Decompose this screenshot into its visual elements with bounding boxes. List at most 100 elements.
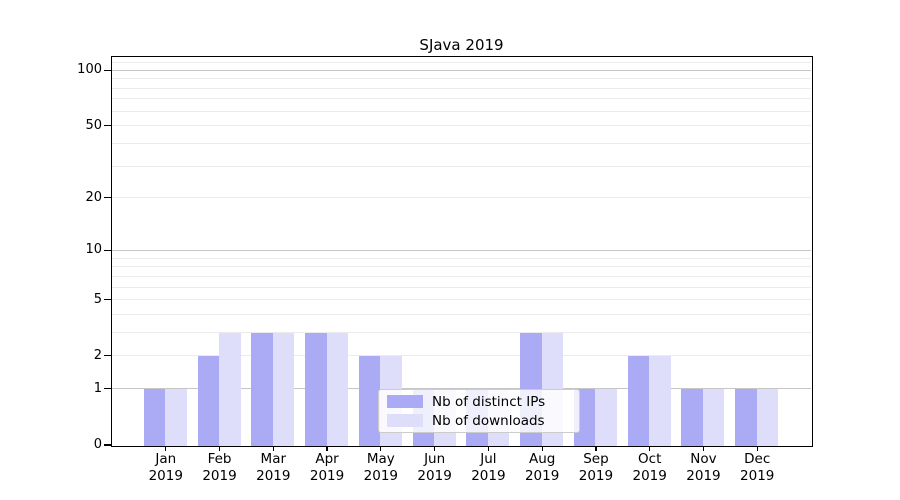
x-tick-mark-10 [649,445,651,451]
bar-downloads-nov [702,389,725,446]
y-tick-label-50: 50 [85,117,102,133]
x-tick-month: Mar [260,451,287,467]
minor-gridline-110 [111,62,811,64]
x-tick-label-1: Jan 2019 [134,451,198,484]
y-tick-label-100: 100 [77,62,102,78]
legend-label-2: Nb of downloads [432,412,545,429]
x-tick-label-9: Sep 2019 [564,451,628,484]
chart-title: SJava 2019 [419,36,504,54]
bar-downloads-mar [272,332,295,446]
x-tick-label-3: Mar 2019 [241,451,305,484]
legend-swatch-1 [387,395,423,408]
y-tick-mark-1 [104,388,111,390]
major-gridline-10 [111,249,811,251]
legend-swatch-2 [387,414,423,427]
x-tick-month: May [366,451,395,467]
minor-gridline-6 [111,286,811,288]
minor-gridline-5 [111,299,811,301]
x-tick-mark-8 [541,445,543,451]
minor-gridline-3 [111,331,811,333]
y-tick-mark-10 [104,249,111,251]
x-tick-month: Oct [638,451,662,467]
x-tick-mark-7 [487,445,490,451]
x-tick-year: 2019 [686,467,721,484]
x-tick-label-4: Apr 2019 [295,451,359,484]
bar-distinct-ips-may [358,356,381,446]
x-tick-year: 2019 [632,467,667,484]
minor-gridline-2 [111,355,811,357]
bar-distinct-ips-nov [681,389,703,446]
y-tick-mark-5 [104,298,111,301]
x-tick-year: 2019 [363,467,399,484]
bar-downloads-sep [595,389,617,446]
bar-downloads-feb [219,332,241,446]
x-tick-label-6: Jun 2019 [403,451,467,484]
major-gridline-1 [111,388,811,390]
x-tick-label-12: Dec 2019 [725,451,789,484]
y-tick-label-2: 2 [93,347,102,363]
bar-distinct-ips-feb [197,356,220,446]
x-tick-mark-11 [702,445,705,451]
y-tick-mark-100 [104,69,111,71]
x-tick-year: 2019 [471,467,506,484]
minor-gridline-70 [111,98,811,100]
x-tick-mark-6 [433,445,436,451]
y-tick-label-1: 1 [93,380,102,396]
bar-distinct-ips-oct [627,356,650,446]
x-tick-month: Nov [690,451,717,467]
x-tick-label-8: Aug 2019 [510,451,574,484]
bar-distinct-ips-jan [143,389,166,446]
bar-downloads-oct [649,356,671,446]
y-tick-mark-50 [104,125,111,127]
x-tick-month: Feb [207,451,232,467]
x-tick-mark-2 [218,445,221,451]
minor-gridline-4 [111,313,811,315]
bar-distinct-ips-dec [735,389,757,446]
major-gridline-100 [111,69,811,71]
x-tick-year: 2019 [309,467,345,484]
minor-gridline-90 [111,78,811,80]
y-tick-mark-20 [104,197,111,199]
y-tick-label-20: 20 [85,189,102,205]
x-tick-month: Apr [315,451,339,467]
x-tick-mark-1 [165,445,167,451]
x-tick-label-2: Feb 2019 [188,451,252,484]
y-tick-mark-0 [104,444,111,446]
legend-label-1: Nb of distinct IPs [432,393,546,410]
minor-gridline-60 [111,110,811,112]
x-tick-month: Sep [583,451,609,467]
x-tick-month: Jan [155,451,177,467]
x-tick-year: 2019 [202,467,237,484]
legend-entry-2: Nb of downloads [387,414,571,428]
x-tick-year: 2019 [578,467,614,484]
bar-downloads-dec [756,389,779,446]
minor-gridline-20 [111,197,811,199]
bar-distinct-ips-apr [305,332,327,446]
plot-area [110,55,813,447]
x-tick-year: 2019 [256,467,291,484]
legend-entry-1: Nb of distinct IPs [387,395,571,409]
bar-downloads-apr [326,332,349,446]
x-tick-mark-9 [595,445,597,451]
x-tick-year: 2019 [740,467,775,484]
minor-gridline-9 [111,257,811,259]
x-tick-label-11: Nov 2019 [671,451,735,484]
minor-gridline-7 [111,275,811,277]
x-tick-mark-12 [756,445,758,451]
x-tick-label-5: May 2019 [349,451,413,484]
x-tick-mark-3 [272,445,274,451]
x-tick-year: 2019 [417,467,452,484]
y-tick-label-5: 5 [93,291,102,307]
x-tick-mark-4 [326,445,328,451]
minor-gridline-8 [111,266,811,268]
bar-distinct-ips-mar [251,332,273,446]
x-tick-year: 2019 [524,467,560,484]
x-tick-month: Dec [744,451,771,467]
minor-gridline-80 [111,87,811,89]
minor-gridline-40 [111,143,811,145]
y-tick-mark-2 [104,355,111,357]
x-tick-month: Aug [528,451,556,467]
x-tick-mark-5 [380,445,382,451]
x-tick-month: Jul [480,451,497,467]
